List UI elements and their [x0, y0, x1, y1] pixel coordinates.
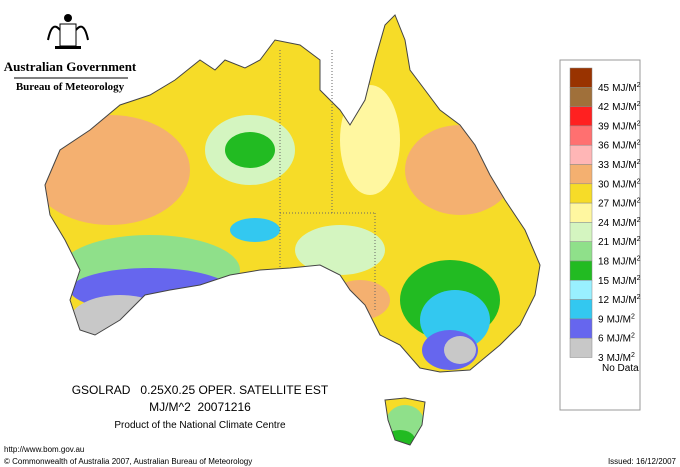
legend-swatch: [569, 87, 593, 107]
legend-unit-sup: 2: [637, 217, 641, 224]
legend-value: 30: [598, 179, 610, 190]
legend-unit-sup: 2: [637, 256, 641, 263]
legend-label: 39 MJ/M2: [598, 120, 641, 132]
legend-swatch: [569, 241, 593, 262]
legend-label: 30 MJ/M2: [598, 178, 641, 190]
legend-unit: MJ/M: [612, 295, 636, 306]
legend-unit-sup: 2: [631, 333, 635, 340]
legend-unit: MJ/M: [607, 314, 631, 325]
legend-swatch: [569, 183, 593, 204]
coastline: [44, 14, 541, 446]
legend-unit: MJ/M: [612, 237, 636, 248]
legend-swatch: [569, 125, 593, 146]
legend-value: 42: [598, 102, 610, 113]
legend-unit-sup: 2: [637, 159, 641, 166]
legend-label: 27 MJ/M2: [598, 198, 641, 210]
legend-value: 6: [598, 334, 604, 345]
legend-value: 3: [598, 353, 604, 364]
legend-swatch: [569, 260, 593, 281]
caption-line1: GSOLRAD 0.25X0.25 OPER. SATELLITE EST: [72, 383, 329, 397]
legend-value: 9: [598, 314, 604, 325]
legend-unit-sup: 2: [637, 236, 641, 243]
legend-swatch: [569, 106, 593, 127]
legend-value: 39: [598, 121, 610, 132]
legend-value: 18: [598, 257, 610, 268]
bureau: Bureau of Meteorology: [16, 81, 125, 93]
legend-value: 24: [598, 218, 610, 229]
legend-unit-sup: 2: [637, 120, 641, 127]
legend-unit-sup: 2: [631, 352, 635, 359]
legend-unit: MJ/M: [612, 257, 636, 268]
legend-unit-sup: 2: [637, 294, 641, 301]
legend-label: 24 MJ/M2: [598, 217, 641, 229]
legend-swatch: [569, 144, 593, 165]
legend-label: 6 MJ/M2: [598, 333, 635, 345]
legend-unit: MJ/M: [612, 121, 636, 132]
legend-label: 3 MJ/M2: [598, 352, 635, 364]
legend-unit-sup: 2: [637, 140, 641, 147]
legend-value: 27: [598, 199, 610, 210]
legend-swatch: [569, 164, 593, 185]
legend-unit: MJ/M: [612, 218, 636, 229]
logo: [47, 14, 89, 49]
legend-no-data: No Data: [602, 363, 639, 374]
legend-unit-sup: 2: [637, 101, 641, 108]
url: http://www.bom.gov.au: [4, 445, 84, 454]
legend-label: 33 MJ/M2: [598, 159, 641, 171]
legend-label: 9 MJ/M2: [598, 313, 635, 325]
caption-line3: Product of the National Climate Centre: [114, 420, 286, 431]
legend-unit-sup: 2: [637, 275, 641, 282]
caption-line2: MJ/M^2 20071216: [149, 400, 251, 414]
legend-swatch: [569, 318, 593, 339]
legend-label: 21 MJ/M2: [598, 236, 641, 248]
legend-unit: MJ/M: [612, 141, 636, 152]
legend-unit: MJ/M: [607, 334, 631, 345]
legend-value: 36: [598, 141, 610, 152]
legend-swatch: [569, 202, 593, 223]
legend-unit: MJ/M: [607, 353, 631, 364]
legend-label: 42 MJ/M2: [598, 101, 641, 113]
legend-unit-sup: 2: [631, 313, 635, 320]
legend-swatch: [569, 337, 593, 358]
legend-unit: MJ/M: [612, 179, 636, 190]
legend-swatch: [569, 280, 593, 300]
legend-unit: MJ/M: [612, 276, 636, 287]
legend-value: 21: [598, 237, 610, 248]
copyright: © Commonwealth of Australia 2007, Austra…: [4, 457, 252, 466]
legend-unit: MJ/M: [612, 199, 636, 210]
legend-label: 12 MJ/M2: [598, 294, 641, 306]
legend-unit-sup: 2: [637, 198, 641, 205]
legend-unit: MJ/M: [612, 160, 636, 171]
state-borders: [279, 50, 376, 310]
issued: Issued: 16/12/2007: [608, 457, 677, 466]
legend-swatch: [569, 67, 593, 88]
legend-label: 36 MJ/M2: [598, 140, 641, 152]
legend-label: 18 MJ/M2: [598, 256, 641, 268]
government: Australian Government: [4, 59, 137, 74]
legend-swatch: [569, 299, 593, 320]
legend-label: 15 MJ/M2: [598, 275, 641, 287]
legend-unit: MJ/M: [612, 83, 636, 94]
legend-label: 45 MJ/M2: [598, 82, 641, 94]
legend-value: 15: [598, 276, 610, 287]
legend-value: 33: [598, 160, 610, 171]
legend-value: 12: [598, 295, 610, 306]
legend-unit-sup: 2: [637, 82, 641, 89]
legend-unit: MJ/M: [612, 102, 636, 113]
legend-swatch: [569, 222, 593, 242]
legend-value: 45: [598, 83, 610, 94]
legend-unit-sup: 2: [637, 178, 641, 185]
